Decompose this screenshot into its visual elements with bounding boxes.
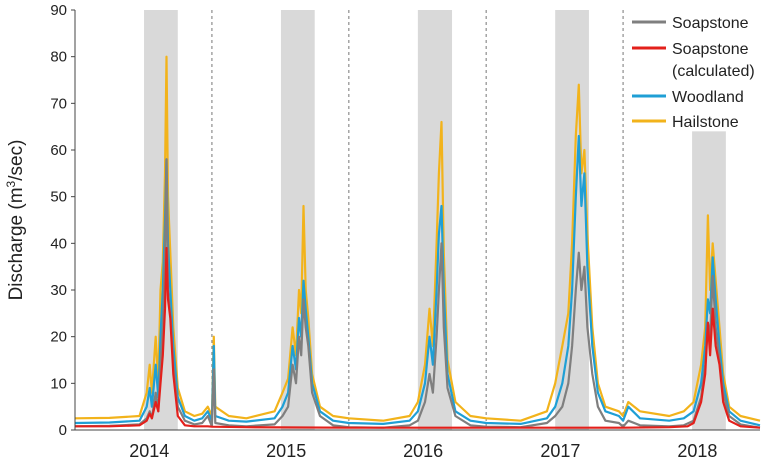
legend-label-2: Woodland <box>672 89 744 106</box>
legend-label-0: Soapstone <box>672 15 749 32</box>
y-tick-label-50: 50 <box>50 189 67 206</box>
axes-layer <box>74 10 760 431</box>
y-tick-label-60: 60 <box>50 142 67 159</box>
y-axis-label: Discharge (m3/sec) <box>4 140 27 301</box>
y-tick-label-40: 40 <box>50 235 67 252</box>
y-tick-label-20: 20 <box>50 329 67 346</box>
series-layer <box>74 55 761 429</box>
legend-label-3: Hailstone <box>672 114 739 131</box>
x-year-label-2014: 2014 <box>129 441 169 461</box>
legend-label-1: Soapstone <box>672 41 749 58</box>
y-tick-label-30: 30 <box>50 282 67 299</box>
legend: Soapstone Soapstone (calculated) Woodland Ha… <box>632 15 755 131</box>
x-year-label-2018: 2018 <box>677 441 717 461</box>
x-year-labels-layer: 2014 2015 2016 2017 2018 <box>129 441 717 461</box>
x-year-label-2017: 2017 <box>540 441 580 461</box>
year-dividers-layer <box>211 10 624 430</box>
x-year-label-2015: 2015 <box>266 441 306 461</box>
series-line-soapstone-calculated <box>75 246 761 429</box>
y-tick-label-70: 70 <box>50 95 67 112</box>
y-tick-label-10: 10 <box>50 375 67 392</box>
x-year-label-2016: 2016 <box>403 441 443 461</box>
y-tick-label-90: 90 <box>50 2 67 19</box>
legend-label-1-line2: (calculated) <box>672 63 755 80</box>
y-tick-label-80: 80 <box>50 49 67 66</box>
y-ticks-layer: 0 10 20 30 40 50 60 70 80 90 <box>50 2 75 439</box>
y-tick-label-0: 0 <box>59 422 67 439</box>
